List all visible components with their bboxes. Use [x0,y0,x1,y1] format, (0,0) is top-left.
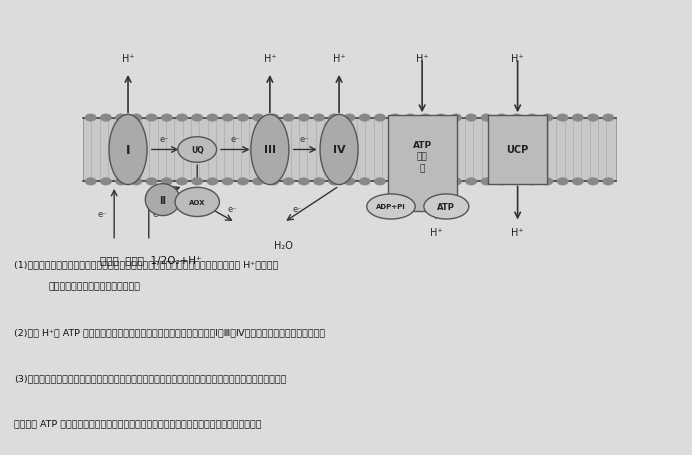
Ellipse shape [367,195,415,220]
Circle shape [175,188,219,217]
Text: e⁻: e⁻ [167,184,176,193]
Text: 上生成的 ATP 量将＿＿＿＿＿＿＿＿＿＿，原因是＿＿＿＿＿＿＿＿＿＿＿＿＿＿＿＿＿＿。: 上生成的 ATP 量将＿＿＿＿＿＿＿＿＿＿，原因是＿＿＿＿＿＿＿＿＿＿＿＿＿＿＿… [14,419,262,428]
Text: e⁻: e⁻ [160,134,170,143]
Circle shape [572,115,583,122]
Circle shape [557,115,568,122]
Circle shape [146,178,157,186]
Circle shape [511,178,522,186]
Ellipse shape [424,195,469,220]
Circle shape [542,115,553,122]
Circle shape [359,178,370,186]
Circle shape [131,178,142,186]
Circle shape [283,115,294,122]
Circle shape [603,178,614,186]
Ellipse shape [109,115,147,185]
Circle shape [207,178,218,186]
Ellipse shape [251,115,289,185]
Circle shape [542,178,553,186]
Circle shape [557,178,568,186]
Circle shape [390,178,401,186]
Circle shape [283,178,294,186]
Text: H⁺: H⁺ [430,228,442,238]
Text: H⁺: H⁺ [511,54,524,64]
Circle shape [253,178,264,186]
Circle shape [344,178,355,186]
Circle shape [405,115,416,122]
Circle shape [237,178,248,186]
Circle shape [176,178,188,186]
Circle shape [572,178,583,186]
Text: I: I [126,144,130,157]
Circle shape [161,115,172,122]
Circle shape [207,115,218,122]
Text: H⁺: H⁺ [264,54,276,64]
Circle shape [131,115,142,122]
Text: e⁻: e⁻ [98,209,107,218]
Text: ATP: ATP [437,202,455,212]
Ellipse shape [320,115,358,185]
Circle shape [435,115,446,122]
Text: UQ: UQ [191,146,203,155]
Text: e⁻: e⁻ [293,205,302,214]
Circle shape [116,178,127,186]
Circle shape [466,115,477,122]
Circle shape [298,115,309,122]
Text: ＿＿＿＿＿＿＿＿（填场所名称）。: ＿＿＿＿＿＿＿＿（填场所名称）。 [48,282,140,291]
Circle shape [329,178,340,186]
Circle shape [237,115,248,122]
Circle shape [420,115,431,122]
Circle shape [481,115,492,122]
Circle shape [603,115,614,122]
Circle shape [178,137,217,163]
Circle shape [390,115,401,122]
Text: ATP: ATP [412,141,432,150]
Text: ADP+Pi: ADP+Pi [376,204,406,210]
Circle shape [313,178,325,186]
Text: H⁺: H⁺ [511,228,524,238]
Circle shape [268,178,279,186]
Text: e⁻: e⁻ [152,209,162,218]
Circle shape [588,178,599,186]
Circle shape [405,178,416,186]
Text: (2)图中 H⁺经 ATP 合成酶的运输方式是＿＿＿＿＿＿＿＿＿＿，复合物Ⅰ、Ⅲ和Ⅳ的功能是＿＿＿＿＿＿＿＿＿。: (2)图中 H⁺经 ATP 合成酶的运输方式是＿＿＿＿＿＿＿＿＿＿，复合物Ⅰ、Ⅲ… [14,328,325,337]
Ellipse shape [145,184,180,216]
Circle shape [496,178,507,186]
Circle shape [527,178,538,186]
Circle shape [298,178,309,186]
Circle shape [359,115,370,122]
FancyBboxPatch shape [388,116,457,212]
Circle shape [85,178,96,186]
Circle shape [192,115,203,122]
FancyBboxPatch shape [83,118,616,182]
Text: H⁺: H⁺ [416,54,428,64]
Text: UCP: UCP [507,145,529,155]
Circle shape [527,115,538,122]
Text: 有机物  有机物  1/2O₂+H⁺: 有机物 有机物 1/2O₂+H⁺ [100,254,202,264]
Circle shape [116,115,127,122]
Circle shape [222,115,233,122]
Text: (3)由图中信息推断，在开花生热发生时，消耗同样多的糖类，则消耗的氧气量将＿＿＿＿＿＿＿＿，该膜: (3)由图中信息推断，在开花生热发生时，消耗同样多的糖类，则消耗的氧气量将＿＿＿… [14,373,286,382]
Text: e⁻: e⁻ [300,134,309,143]
Circle shape [222,178,233,186]
Text: H⁺: H⁺ [333,54,345,64]
Circle shape [374,178,385,186]
Circle shape [450,178,462,186]
Circle shape [192,178,203,186]
Circle shape [435,178,446,186]
Text: e⁻: e⁻ [227,205,237,214]
Circle shape [146,115,157,122]
Circle shape [420,178,431,186]
Circle shape [329,115,340,122]
Circle shape [253,115,264,122]
Circle shape [481,178,492,186]
FancyBboxPatch shape [488,116,547,184]
Circle shape [85,115,96,122]
Circle shape [374,115,385,122]
Text: 酶: 酶 [419,164,425,173]
Circle shape [268,115,279,122]
Text: H₂O: H₂O [274,241,293,251]
Circle shape [100,178,111,186]
Circle shape [344,115,355,122]
Text: (1)图中膜结构是＿＿＿＿＿＿＿＿＿＿，图中高能电子在传递过程中逐级释放能量推动 H⁺跨膜到达: (1)图中膜结构是＿＿＿＿＿＿＿＿＿＿，图中高能电子在传递过程中逐级释放能量推动… [14,259,278,268]
